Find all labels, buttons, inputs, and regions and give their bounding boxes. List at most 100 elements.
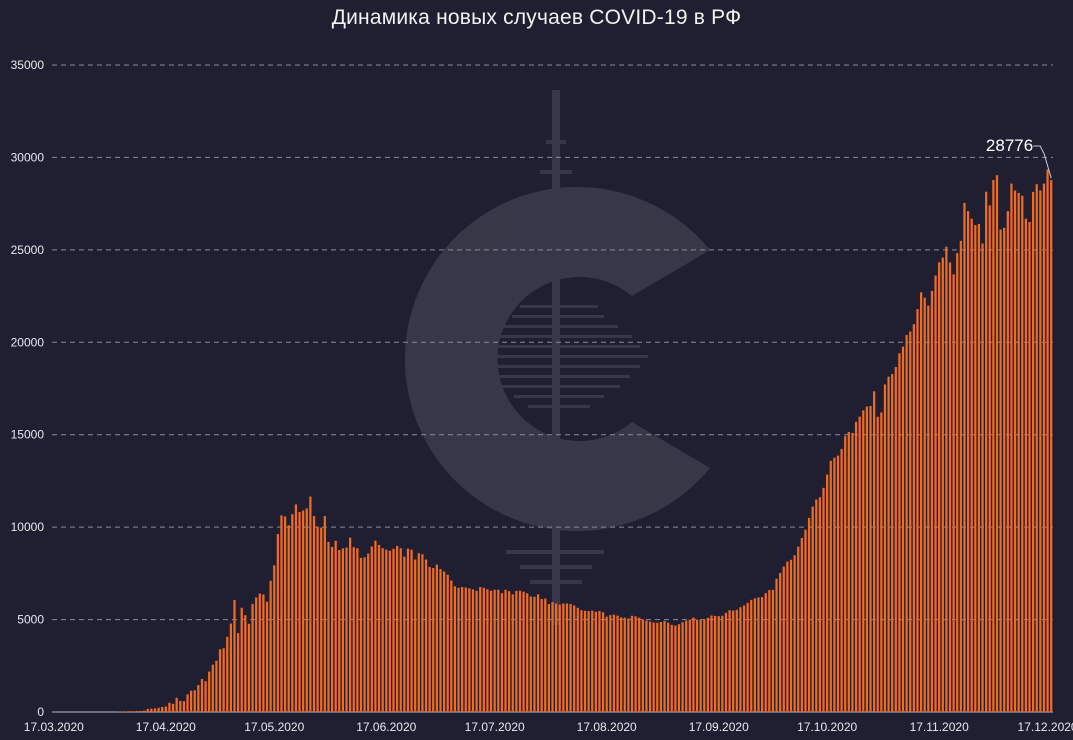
bar [406,548,410,712]
bar [981,243,984,713]
bar [493,589,496,712]
bar [410,549,413,712]
bar [385,549,388,712]
bar [938,262,941,712]
bar [598,610,601,712]
bar [269,580,272,712]
bar [132,711,135,712]
bar [233,599,236,712]
bar [190,690,193,712]
bar [558,604,561,712]
bar [157,707,160,712]
bar [977,223,981,712]
bar [894,366,897,712]
bar-series [117,169,1053,713]
x-tick-label: 17.08.2020 [577,720,637,734]
bar [193,690,196,712]
bar [627,618,630,712]
bar [562,603,565,712]
bar [414,559,417,712]
bar [851,432,854,712]
bar [847,431,850,712]
bar [280,515,283,712]
bar [605,616,608,712]
bar [139,710,142,712]
bar [800,538,803,712]
bar [475,590,478,712]
bar [941,257,944,712]
bar [294,504,298,712]
bar [356,548,359,712]
bar [265,601,269,712]
bar [699,619,702,712]
bar [674,625,677,712]
bar [905,334,908,712]
bar [601,612,605,712]
bar [663,621,666,712]
bar [153,708,157,712]
chart-title: Динамика новых случаев COVID-19 в РФ [331,6,742,29]
bar [818,497,822,712]
bar [804,529,807,712]
bar [992,179,995,713]
bar [442,571,446,712]
bar [789,559,793,712]
bar [695,619,699,712]
bar [327,541,330,712]
bar [403,556,406,712]
bar [381,548,384,712]
bar [547,604,551,712]
bar [854,421,858,712]
bar [309,496,312,712]
y-tick-label: 0 [37,705,44,719]
bar [724,612,728,712]
bar [388,550,392,712]
bar [287,525,290,712]
bar [569,604,572,712]
bar [782,566,785,712]
bar [255,597,258,712]
bar [500,593,504,712]
annotation-leader-line [1033,145,1052,179]
bar [732,610,735,712]
bar [143,710,146,712]
bar [753,598,756,712]
bar [554,603,558,712]
bar [461,587,464,712]
y-tick-label: 15000 [11,428,45,442]
bar [511,594,514,712]
bar [667,622,670,712]
bar [692,617,695,712]
bar [912,324,915,712]
bar [909,331,912,712]
bar [634,616,637,712]
bar [948,262,952,712]
bar [1024,218,1028,712]
bar [544,598,547,712]
bar [349,537,352,712]
bar [428,567,431,712]
bar [323,516,326,712]
bar [508,591,511,712]
bar [395,545,399,712]
bar [919,292,923,712]
bar [439,569,442,712]
bar [573,605,576,712]
bar [305,508,308,712]
bar [840,448,843,712]
bar [775,578,778,712]
bar [536,594,540,712]
bar [240,607,243,712]
bar [898,353,901,712]
bar [826,474,829,712]
bar [985,191,988,712]
bar [609,615,612,712]
bar [999,229,1002,712]
bar [717,616,720,712]
bar [645,620,648,712]
bar [659,621,663,712]
x-tick-label: 17.05.2020 [244,720,304,734]
bar [399,548,402,712]
bar [312,516,316,712]
bar [352,547,355,712]
